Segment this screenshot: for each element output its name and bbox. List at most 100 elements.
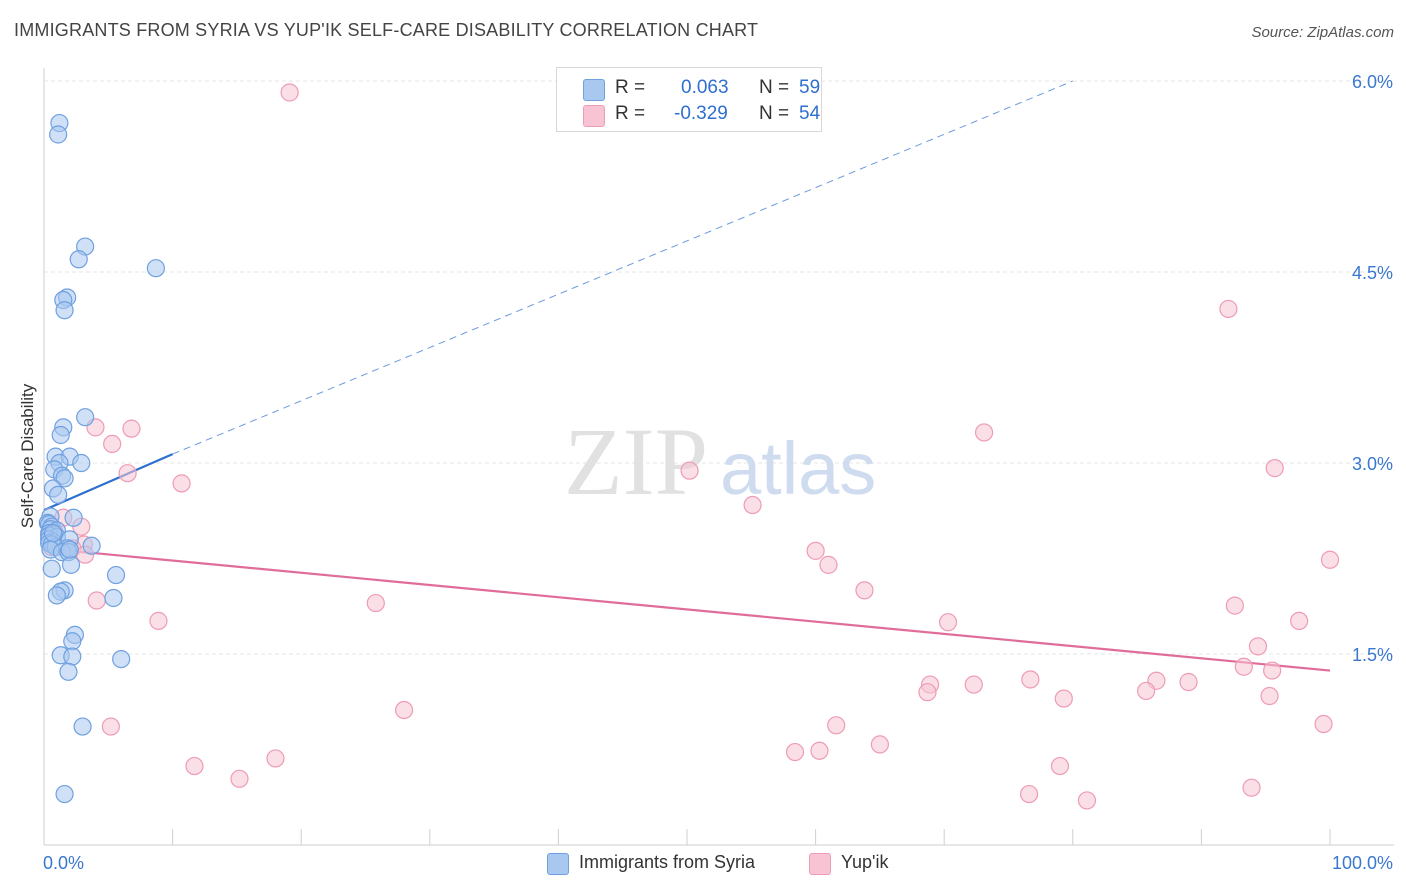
syria-point[interactable] [59,662,78,681]
syria-point[interactable] [49,485,68,504]
yupik-point[interactable] [680,461,699,480]
yupik-n-value: 54 [799,103,821,124]
syria-point[interactable] [55,301,74,320]
x-tick-label-min: 0.0% [43,853,84,873]
legend-syria-swatch [547,853,569,875]
yupik-point[interactable] [855,581,874,600]
chart-title: IMMIGRANTS FROM SYRIA VS YUP'IK SELF-CAR… [14,20,759,40]
yupik-point[interactable] [1290,611,1309,630]
yupik-point[interactable] [806,541,825,560]
yupik-point[interactable] [185,756,204,776]
syria-swatch [583,79,605,101]
syria-point[interactable] [47,586,66,605]
yupik-point[interactable] [101,717,120,736]
yupik-point[interactable] [1077,791,1097,810]
syria-point[interactable] [61,555,81,574]
watermark: ZIP atlas [564,408,876,515]
syria-point[interactable] [72,453,91,473]
yupik-point[interactable] [918,683,937,702]
syria-point[interactable] [69,250,88,269]
yupik-point[interactable] [743,495,762,515]
yupik-point[interactable] [1050,756,1070,776]
syria-point[interactable] [112,649,131,669]
y-tick-label: 6.0% [1352,72,1393,92]
yupik-trend-line [43,547,1331,672]
syria-trend-line [43,453,174,512]
yupik-point[interactable] [1248,637,1268,656]
y-tick-label: 1.5% [1352,645,1393,665]
r-label: R = [615,77,646,98]
syria-point[interactable] [63,647,82,666]
yupik-point[interactable] [1260,686,1279,706]
watermark-atlas: atlas [720,427,876,510]
yupik-point[interactable] [1219,299,1238,319]
n-label: N = [759,77,790,98]
yupik-point[interactable] [819,555,838,574]
syria-r-value: 0.063 [681,77,729,98]
yupik-point[interactable] [266,749,285,768]
yupik-point[interactable] [810,741,829,760]
yupik-point[interactable] [1263,661,1282,680]
yupik-point[interactable] [938,613,958,632]
yupik-point[interactable] [1054,689,1073,708]
yupik-point[interactable] [1242,778,1261,797]
yupik-point[interactable] [394,700,414,720]
yupik-point[interactable] [1225,596,1244,615]
syria-point[interactable] [55,469,74,488]
yupik-point[interactable] [366,593,385,613]
syria-point[interactable] [51,425,70,445]
syria-point[interactable] [42,559,61,578]
trend-lines [43,80,1331,672]
syria-point[interactable] [63,632,82,651]
watermark-zip: ZIP [564,408,708,515]
syria-point[interactable] [55,784,74,804]
yupik-point[interactable] [827,716,846,735]
y-tick-label: 3.0% [1352,454,1393,474]
yupik-point[interactable] [964,675,983,694]
yupik-point[interactable] [1179,672,1198,692]
syria-point[interactable] [73,717,92,736]
legend-yupik-swatch [809,853,831,875]
yupik-point[interactable] [1265,459,1284,478]
x-tick-label-max: 100.0% [1332,853,1393,873]
yupik-point[interactable] [1234,657,1253,676]
yupik-point[interactable] [172,474,191,493]
syria-point[interactable] [60,540,79,559]
yupik-r-value: -0.329 [674,103,728,124]
syria-point[interactable] [106,565,126,585]
n-label: N = [759,103,790,124]
tick-labels: 0.0% 100.0% Self-Care Disability 1.5% 3.0… [18,72,1393,873]
y-tick-label: 4.5% [1352,263,1393,283]
syria-point[interactable] [49,125,68,144]
y-axis-label: Self-Care Disability [18,383,37,528]
yupik-point[interactable] [974,423,994,442]
syria-n-value: 59 [799,77,821,98]
yupik-point[interactable] [280,83,299,102]
yupik-point[interactable] [1314,714,1333,734]
r-label: R = [615,103,646,124]
yupik-point[interactable] [1021,670,1040,689]
source-credit: Source: ZipAtlas.com [1251,24,1394,41]
axes [43,68,1394,846]
yupik-point[interactable] [87,591,106,610]
syria-point[interactable] [104,588,123,608]
syria-point[interactable] [146,259,165,278]
yupik-point[interactable] [1137,681,1156,701]
yupik-point[interactable] [149,611,168,630]
syria-point[interactable] [76,408,95,427]
legend-yupik-label: Yup'ik [841,852,889,872]
syria-point[interactable] [43,523,63,543]
yupik-point[interactable] [230,769,249,788]
yupik-point[interactable] [1019,784,1039,804]
syria-point[interactable] [64,508,83,527]
data-points [38,83,1340,810]
yupik-point[interactable] [118,464,137,483]
yupik-point[interactable] [785,742,805,762]
syria-point[interactable] [82,536,101,555]
yupik-point[interactable] [122,419,141,438]
yupik-point[interactable] [103,434,122,454]
correlation-stats-box: R = 0.063 N = 59 R = -0.329 N = 54 [556,67,822,132]
yupik-point[interactable] [870,735,890,754]
yupik-point[interactable] [1320,550,1340,569]
